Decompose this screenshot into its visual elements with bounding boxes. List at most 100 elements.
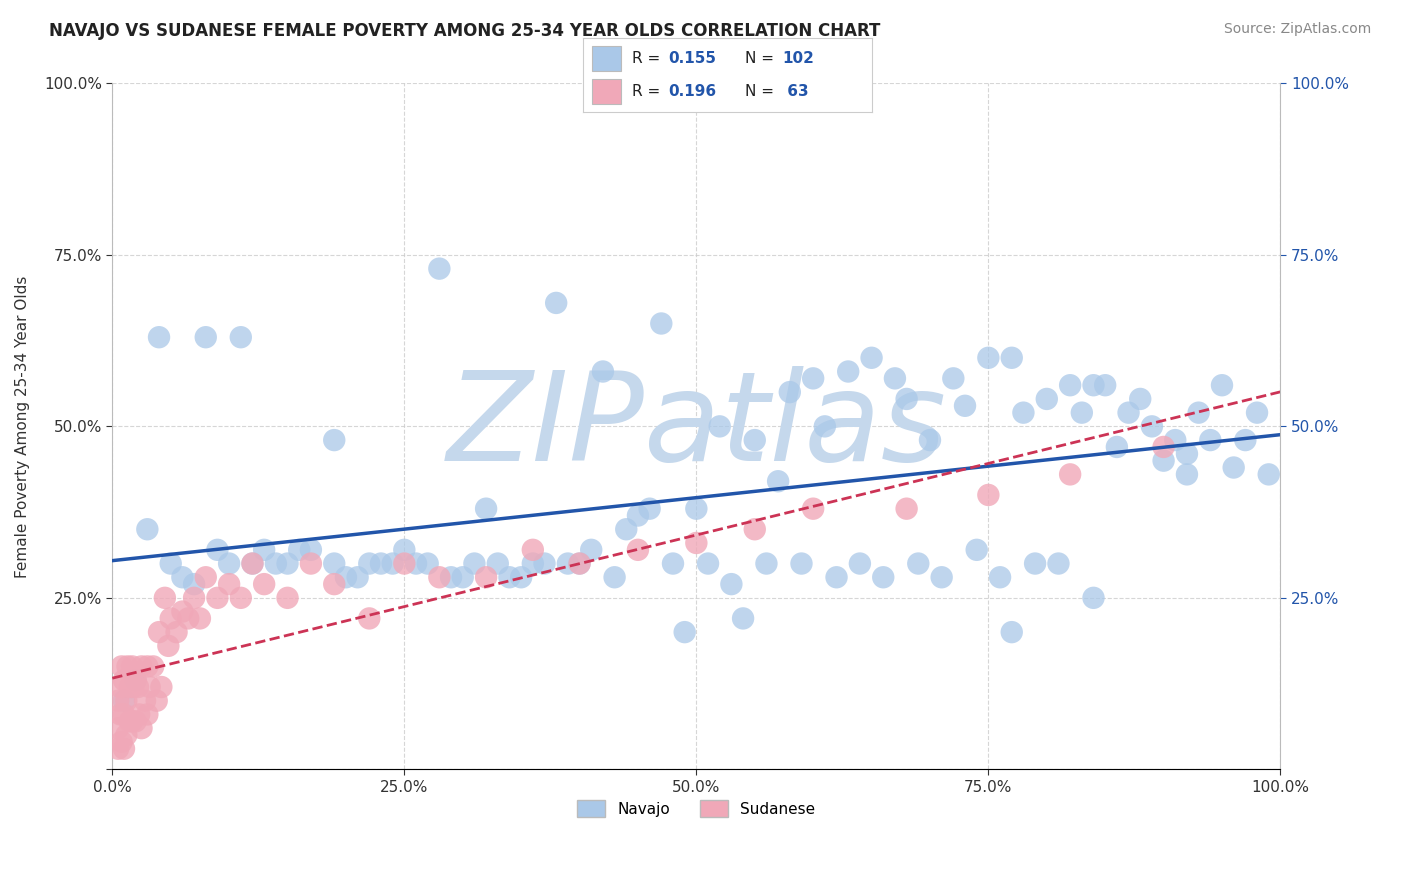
Point	[110, 707, 132, 722]
Point	[115, 694, 138, 708]
Point	[581, 542, 603, 557]
Point	[568, 557, 591, 571]
Point	[122, 680, 145, 694]
Point	[872, 570, 894, 584]
Point	[145, 694, 167, 708]
Point	[157, 639, 180, 653]
Point	[134, 694, 156, 708]
Point	[229, 591, 252, 605]
Point	[440, 570, 463, 584]
Point	[627, 508, 650, 523]
Point	[111, 659, 134, 673]
Point	[229, 330, 252, 344]
Point	[159, 557, 181, 571]
Point	[136, 707, 159, 722]
Point	[142, 659, 165, 673]
Point	[207, 542, 229, 557]
Point	[451, 570, 474, 584]
Point	[918, 433, 941, 447]
Point	[779, 385, 801, 400]
Point	[522, 557, 544, 571]
Point	[136, 659, 159, 673]
Point	[128, 707, 150, 722]
Point	[188, 611, 211, 625]
Point	[253, 577, 276, 591]
Point	[733, 611, 755, 625]
Point	[790, 557, 813, 571]
Point	[299, 542, 322, 557]
Point	[107, 694, 129, 708]
Point	[394, 557, 416, 571]
Point	[1047, 557, 1070, 571]
Point	[907, 557, 929, 571]
Point	[697, 557, 720, 571]
Point	[685, 536, 707, 550]
Point	[183, 577, 205, 591]
Point	[486, 557, 509, 571]
Point	[381, 557, 404, 571]
Point	[323, 577, 346, 591]
Point	[136, 522, 159, 536]
Point	[1153, 453, 1175, 467]
Point	[1175, 447, 1198, 461]
Point	[299, 557, 322, 571]
Point	[194, 570, 217, 584]
Point	[614, 522, 637, 536]
Point	[118, 714, 141, 729]
Point	[124, 673, 146, 687]
Point	[253, 542, 276, 557]
Point	[148, 330, 170, 344]
Point	[394, 542, 416, 557]
Point	[568, 557, 591, 571]
Point	[662, 557, 685, 571]
Point	[127, 680, 149, 694]
Text: NAVAJO VS SUDANESE FEMALE POVERTY AMONG 25-34 YEAR OLDS CORRELATION CHART: NAVAJO VS SUDANESE FEMALE POVERTY AMONG …	[49, 22, 880, 40]
Text: ZIPatlas: ZIPatlas	[446, 366, 946, 487]
Text: R =: R =	[633, 51, 665, 66]
Point	[427, 570, 450, 584]
Point	[744, 433, 766, 447]
Point	[825, 570, 848, 584]
Point	[896, 501, 918, 516]
Point	[1059, 467, 1081, 482]
Point	[744, 522, 766, 536]
Point	[110, 680, 132, 694]
Point	[1024, 557, 1046, 571]
Point	[166, 625, 188, 640]
Point	[1036, 392, 1059, 406]
Point	[533, 557, 555, 571]
Point	[942, 371, 965, 385]
Point	[546, 296, 568, 310]
Point	[837, 364, 859, 378]
Point	[627, 542, 650, 557]
Point	[977, 488, 1000, 502]
Legend: Navajo, Sudanese: Navajo, Sudanese	[571, 794, 821, 823]
Point	[953, 399, 976, 413]
Point	[755, 557, 778, 571]
Point	[1234, 433, 1257, 447]
Point	[603, 570, 626, 584]
FancyBboxPatch shape	[592, 45, 621, 70]
Text: 0.196: 0.196	[668, 84, 717, 99]
Point	[153, 591, 176, 605]
Point	[766, 475, 789, 489]
Y-axis label: Female Poverty Among 25-34 Year Olds: Female Poverty Among 25-34 Year Olds	[15, 276, 30, 577]
Point	[814, 419, 837, 434]
Point	[131, 721, 153, 735]
Point	[1164, 433, 1187, 447]
Point	[112, 741, 135, 756]
Point	[121, 659, 143, 673]
Point	[1012, 406, 1035, 420]
Point	[112, 707, 135, 722]
Point	[977, 351, 1000, 365]
Point	[557, 557, 579, 571]
Point	[988, 570, 1011, 584]
Point	[359, 611, 381, 625]
Point	[124, 714, 146, 729]
Point	[685, 501, 707, 516]
Point	[172, 605, 194, 619]
Point	[288, 542, 311, 557]
Point	[107, 741, 129, 756]
Point	[416, 557, 439, 571]
Point	[475, 570, 498, 584]
